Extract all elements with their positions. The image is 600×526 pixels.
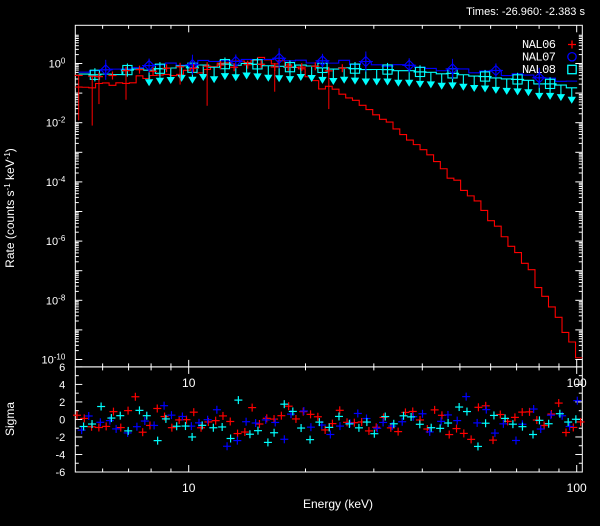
svg-text:-2: -2 <box>56 432 66 444</box>
svg-text:Sigma: Sigma <box>3 402 17 436</box>
svg-text:10: 10 <box>182 376 196 390</box>
svg-text:100: 100 <box>567 481 587 495</box>
svg-text:4: 4 <box>59 379 65 391</box>
svg-text:Rate (counts s-1 keV-1): Rate (counts s-1 keV-1) <box>3 148 18 268</box>
svg-text:-4: -4 <box>56 449 66 461</box>
svg-text:-6: -6 <box>56 467 66 479</box>
svg-text:6: 6 <box>59 362 65 374</box>
svg-text:2: 2 <box>59 397 65 409</box>
svg-text:Times: -26.960: -2.383 s: Times: -26.960: -2.383 s <box>466 6 585 18</box>
svg-text:0: 0 <box>59 414 65 426</box>
svg-text:Energy (keV): Energy (keV) <box>303 497 373 511</box>
svg-text:100: 100 <box>567 376 587 390</box>
svg-text:10: 10 <box>182 481 196 495</box>
